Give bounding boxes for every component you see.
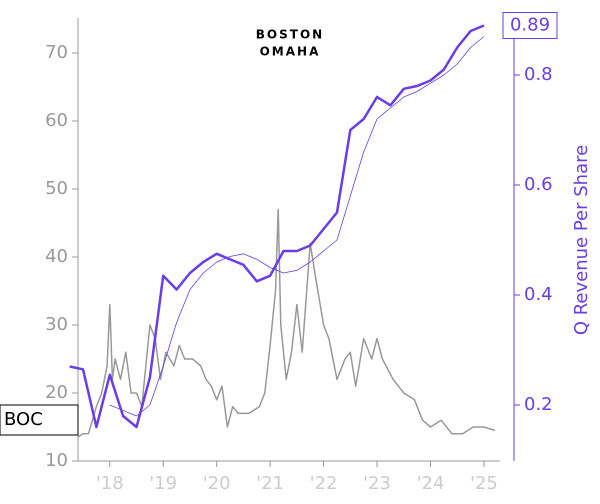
y-tick-label: 10 <box>45 450 68 471</box>
x-tick-label: '20 <box>203 473 231 494</box>
x-tick-label: '18 <box>96 473 124 494</box>
y-tick-label: 50 <box>45 178 68 199</box>
y-tick-label: 30 <box>45 314 68 335</box>
x-tick-label: '24 <box>417 473 445 494</box>
y2-tick-label: 0.8 <box>524 64 553 85</box>
y-tick-label: 20 <box>45 382 68 403</box>
series-line <box>77 208 495 438</box>
chart-title: BOSTON <box>256 28 324 42</box>
ticker-box <box>0 404 79 436</box>
x-tick-label: '19 <box>149 473 177 494</box>
y2-axis-label: Q Revenue Per Share <box>571 145 592 335</box>
x-tick-label: '23 <box>363 473 391 494</box>
value-label-box <box>502 12 558 39</box>
y-tick-label: 40 <box>45 246 68 267</box>
y-tick-label: 70 <box>45 42 68 63</box>
y-tick-label: 60 <box>45 110 68 131</box>
series-line <box>69 24 485 429</box>
chart-title: OMAHA <box>260 45 321 59</box>
y2-tick-label: 0.6 <box>524 174 553 195</box>
ticker-label: BOC <box>4 409 43 430</box>
y2-tick-label: 0.4 <box>524 284 553 305</box>
x-tick-label: '22 <box>310 473 338 494</box>
value-label: 0.89 <box>510 15 550 36</box>
series-line <box>109 36 485 417</box>
y2-tick-label: 0.2 <box>524 394 553 415</box>
x-tick-label: '21 <box>256 473 284 494</box>
x-tick-label: '25 <box>470 473 498 494</box>
